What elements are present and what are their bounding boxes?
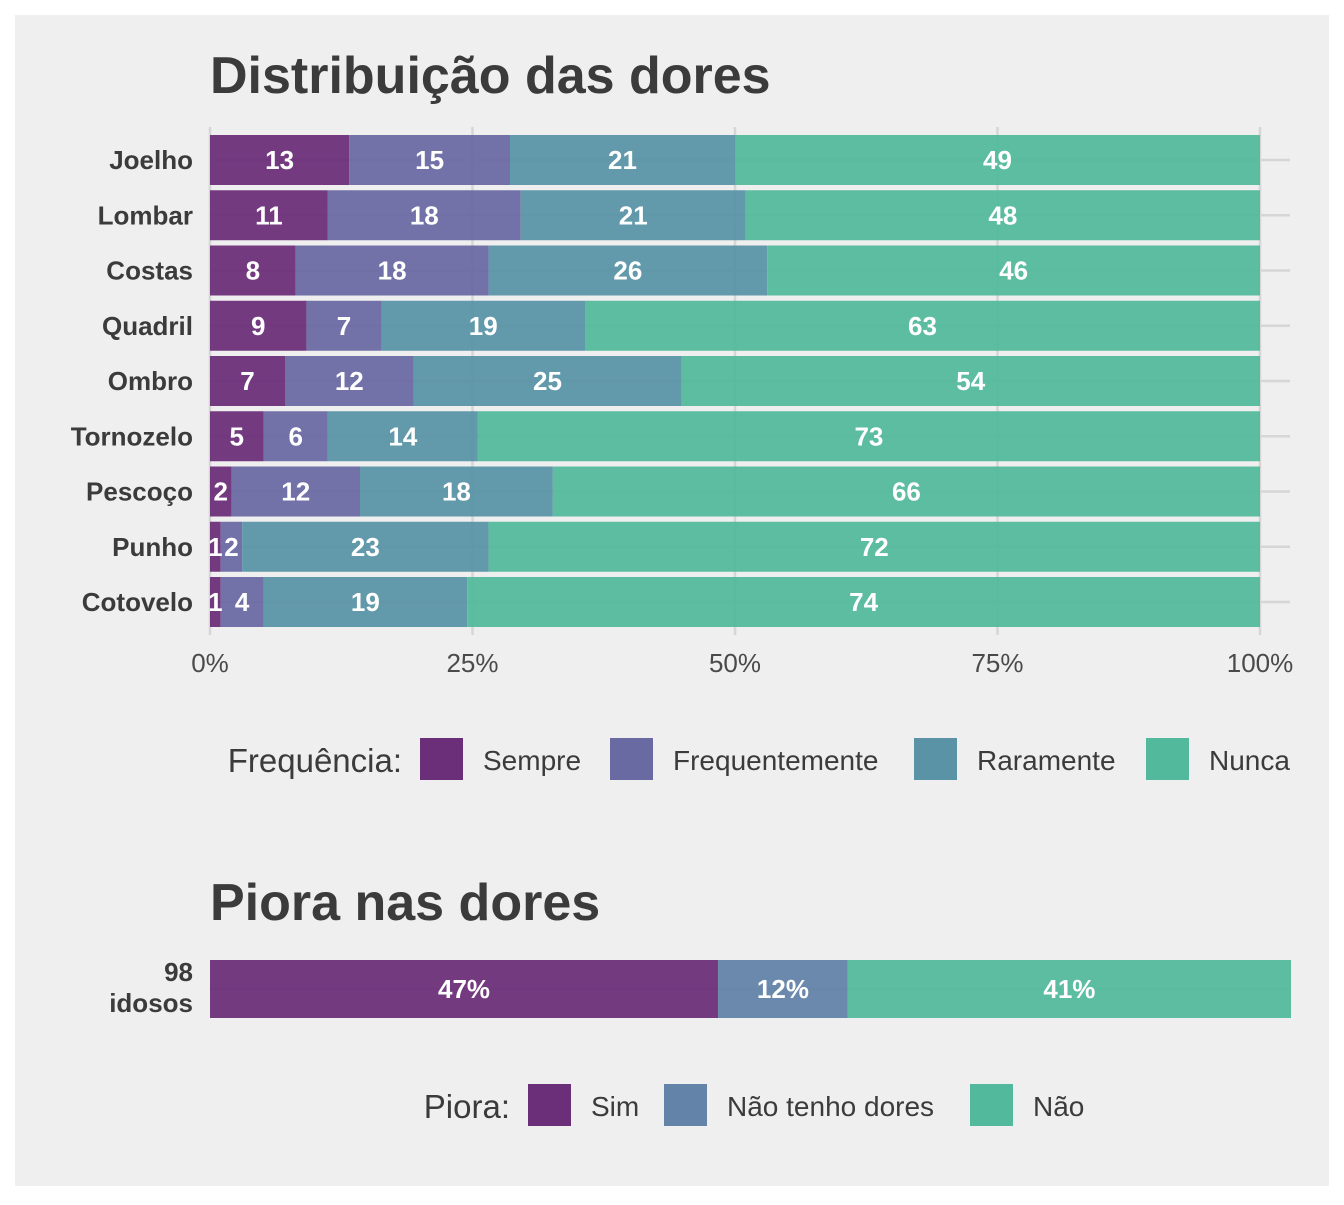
x-tick-label: 50% (709, 648, 761, 678)
bar-label: 13 (265, 145, 294, 175)
bar-label: 12 (281, 477, 310, 507)
bar-label: 63 (908, 311, 937, 341)
bar-label: 9 (251, 311, 265, 341)
bar-label: 7 (240, 366, 254, 396)
category-label-piora: 98 (164, 957, 193, 987)
category-label-pescoco: Pescoço (86, 477, 193, 507)
legend-label-raramente: Raramente (977, 745, 1116, 776)
legend-title-frequencia: Frequência: (228, 742, 402, 779)
category-label-costas: Costas (106, 256, 193, 286)
bar-label: 19 (351, 587, 380, 617)
bar-label: 7 (337, 311, 351, 341)
category-label-quadril: Quadril (102, 311, 193, 341)
bar-label: 18 (442, 477, 471, 507)
bar-label: 2 (213, 477, 227, 507)
bar-label: 18 (378, 256, 407, 286)
bar-label: 6 (288, 421, 302, 451)
category-label-ombro: Ombro (108, 366, 193, 396)
bar-label: 14 (388, 421, 417, 451)
x-tick-label: 0% (191, 648, 229, 678)
category-label-lombar: Lombar (98, 200, 193, 230)
bar-label: 5 (230, 421, 244, 451)
bar-label: 66 (892, 477, 921, 507)
bar-label: 46 (999, 256, 1028, 286)
bar-label: 11 (255, 200, 283, 230)
bar-label: 48 (988, 200, 1017, 230)
legend-label-nao: Não (1033, 1091, 1084, 1122)
legend-label-sempre: Sempre (483, 745, 581, 776)
bar-label: 26 (613, 256, 642, 286)
legend-title-piora: Piora: (424, 1088, 510, 1125)
x-tick-label: 75% (971, 648, 1023, 678)
category-label-joelho: Joelho (109, 145, 193, 175)
legend-label-nunca: Nunca (1209, 745, 1290, 776)
category-label-cotovelo: Cotovelo (82, 587, 193, 617)
x-tick-label: 25% (446, 648, 498, 678)
bar-label: 12 (335, 366, 364, 396)
legend-label-sim: Sim (591, 1091, 639, 1122)
chart-title-piora: Piora nas dores (210, 874, 600, 932)
bar-label: 72 (860, 532, 889, 562)
bar-label: 18 (410, 200, 439, 230)
chart-title-distribuicao: Distribuição das dores (210, 47, 771, 105)
bar-label: 25 (533, 366, 562, 396)
category-label-punho: Punho (112, 532, 193, 562)
bar-label: 19 (469, 311, 498, 341)
bar-label: 8 (246, 256, 260, 286)
bar-label: 41% (1043, 974, 1095, 1004)
bar-label: 4 (235, 587, 250, 617)
bar-label: 15 (415, 145, 444, 175)
bar-label: 73 (854, 421, 883, 451)
bar-label: 12% (757, 974, 809, 1004)
legend-swatch-sim (528, 1084, 571, 1126)
category-label-tornozelo: Tornozelo (71, 421, 193, 451)
bar-label: 2 (224, 532, 238, 562)
legend-swatch-nunca (1146, 738, 1189, 780)
bar-label: 54 (956, 366, 985, 396)
bar-label: 74 (849, 587, 878, 617)
legend-swatch-nao (970, 1084, 1013, 1126)
bar-label: 23 (351, 532, 380, 562)
x-tick-label: 100% (1227, 648, 1294, 678)
legend-swatch-frequentemente (610, 738, 653, 780)
legend-swatch-raramente (914, 738, 957, 780)
legend-swatch-nao-tenho-dores (664, 1084, 707, 1126)
bar-label: 49 (983, 145, 1012, 175)
bar-label: 21 (619, 200, 648, 230)
legend-label-frequentemente: Frequentemente (673, 745, 878, 776)
bar-label: 21 (608, 145, 637, 175)
category-label-piora: idosos (109, 988, 193, 1018)
legend-swatch-sempre (420, 738, 463, 780)
bar-label: 1 (208, 587, 222, 617)
legend-label-nao-tenho-dores: Não tenho dores (727, 1091, 934, 1122)
bar-label: 1 (208, 532, 222, 562)
bar-label: 47% (438, 974, 490, 1004)
